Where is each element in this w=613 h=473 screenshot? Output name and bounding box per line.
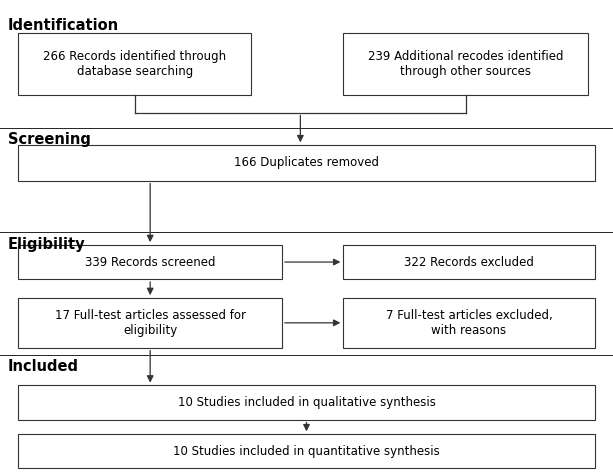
Text: Identification: Identification (8, 18, 119, 33)
Text: 17 Full-test articles assessed for
eligibility: 17 Full-test articles assessed for eligi… (55, 309, 246, 337)
Text: 7 Full-test articles excluded,
with reasons: 7 Full-test articles excluded, with reas… (386, 309, 552, 337)
Text: 10 Studies included in qualitative synthesis: 10 Studies included in qualitative synth… (178, 396, 435, 409)
Bar (18, 434, 595, 468)
Text: Included: Included (8, 359, 79, 375)
Text: 266 Records identified through
database searching: 266 Records identified through database … (44, 50, 226, 78)
Text: Screening: Screening (8, 132, 91, 148)
Bar (18, 33, 251, 95)
Text: 10 Studies included in quantitative synthesis: 10 Studies included in quantitative synt… (173, 445, 440, 458)
Text: 166 Duplicates removed: 166 Duplicates removed (234, 157, 379, 169)
Bar (343, 245, 595, 279)
Bar (343, 298, 595, 348)
Text: Eligibility: Eligibility (8, 236, 86, 252)
Text: 339 Records screened: 339 Records screened (85, 255, 215, 269)
Text: 322 Records excluded: 322 Records excluded (404, 255, 534, 269)
Bar (18, 385, 595, 420)
Bar (18, 298, 282, 348)
Text: 239 Additional recodes identified
through other sources: 239 Additional recodes identified throug… (368, 50, 563, 78)
Bar (343, 33, 588, 95)
Bar (18, 145, 595, 181)
Bar (18, 245, 282, 279)
